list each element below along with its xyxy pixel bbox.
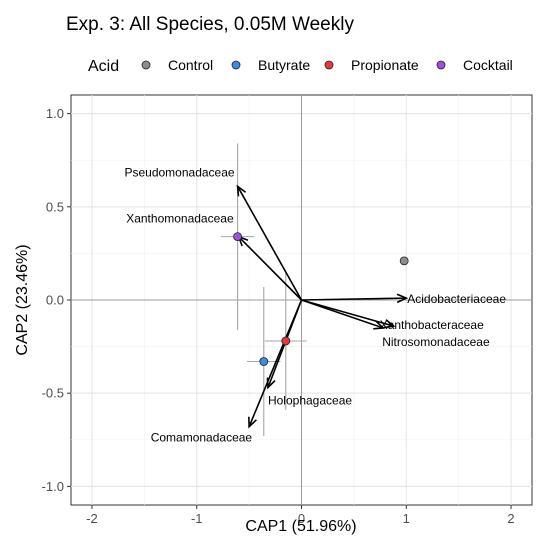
biplot-vectors: Pseudomonadaceae Xanthomonadaceae Acidobac… <box>124 165 506 444</box>
vector-nitrosomonadaceae: Nitrosomonadaceae <box>301 299 490 349</box>
vector-label: Xanthobacteraceae <box>380 318 484 332</box>
legend-item-propionate: Propionate <box>324 57 419 73</box>
vector-shaft <box>301 299 384 329</box>
vector-shaft <box>248 299 303 428</box>
axes: -2 -1 0 1 2 -1.0 -0.5 0.0 0.5 1.0 <box>42 106 515 526</box>
legend-item-cocktail: Cocktail <box>436 57 513 73</box>
y-tick-label: 0.5 <box>46 199 64 214</box>
legend-key <box>231 60 241 70</box>
legend-item-butyrate: Butyrate <box>231 57 310 73</box>
vector-arrowhead <box>396 293 409 304</box>
vector-shaft <box>301 297 407 301</box>
vector-shaft <box>301 299 394 327</box>
y-tick-label: -0.5 <box>42 386 64 401</box>
vector-label: Comamonadaceae <box>151 431 253 445</box>
legend-title: Acid <box>88 58 119 75</box>
legend-label: Cocktail <box>463 57 513 73</box>
vector-xanthomonadaceae: Xanthomonadaceae <box>126 212 303 301</box>
x-tick-label: -2 <box>86 511 98 526</box>
x-axis-label: CAP1 (51.96%) <box>245 518 356 535</box>
x-tick-label: -1 <box>191 511 203 526</box>
x-tick-label: 1 <box>403 511 410 526</box>
y-tick-label: 1.0 <box>46 106 64 121</box>
point-control <box>399 256 409 266</box>
vector-arrowhead <box>248 416 257 429</box>
vector-shaft <box>236 185 303 301</box>
legend-key <box>324 60 334 70</box>
vector-label: Nitrosomonadaceae <box>382 335 490 349</box>
vector-label: Acidobacteriaceae <box>407 292 506 306</box>
point-propionate <box>281 336 291 346</box>
vector-arrowhead <box>236 184 247 197</box>
group-centroids <box>233 232 409 366</box>
vector-comamonadaceae: Comamonadaceae <box>151 299 303 445</box>
vector-label: Pseudomonadaceae <box>124 165 234 179</box>
legend-key <box>141 60 151 70</box>
vector-xanthobacteraceae: Xanthobacteraceae <box>301 299 484 332</box>
legend-key <box>436 60 446 70</box>
vector-shaft <box>238 236 303 301</box>
vector-arrowhead <box>373 320 386 330</box>
legend-label: Propionate <box>351 57 419 73</box>
y-axis-label: CAP2 (23.46%) <box>14 244 31 355</box>
vector-acidobacteriaceae: Acidobacteriaceae <box>301 292 506 306</box>
point-butyrate <box>259 357 269 366</box>
legend: Control Butyrate Propionate Cocktail <box>141 57 513 73</box>
vector-label: Holophagaceae <box>268 394 352 408</box>
legend-item-control: Control <box>141 57 213 73</box>
x-tick-label: 2 <box>507 511 514 526</box>
chart-title: Exp. 3: All Species, 0.05M Weekly <box>66 14 354 35</box>
legend-label: Butyrate <box>258 57 310 73</box>
vector-label: Xanthomonadaceae <box>126 212 234 226</box>
point-cocktail <box>233 232 242 242</box>
y-tick-label: -1.0 <box>42 479 64 494</box>
vector-pseudomonadaceae: Pseudomonadaceae <box>124 165 303 301</box>
legend-label: Control <box>168 57 213 73</box>
vector-arrowhead <box>383 319 396 329</box>
y-tick-label: 0.0 <box>46 293 64 308</box>
x-tick-label: 0 <box>298 511 305 526</box>
